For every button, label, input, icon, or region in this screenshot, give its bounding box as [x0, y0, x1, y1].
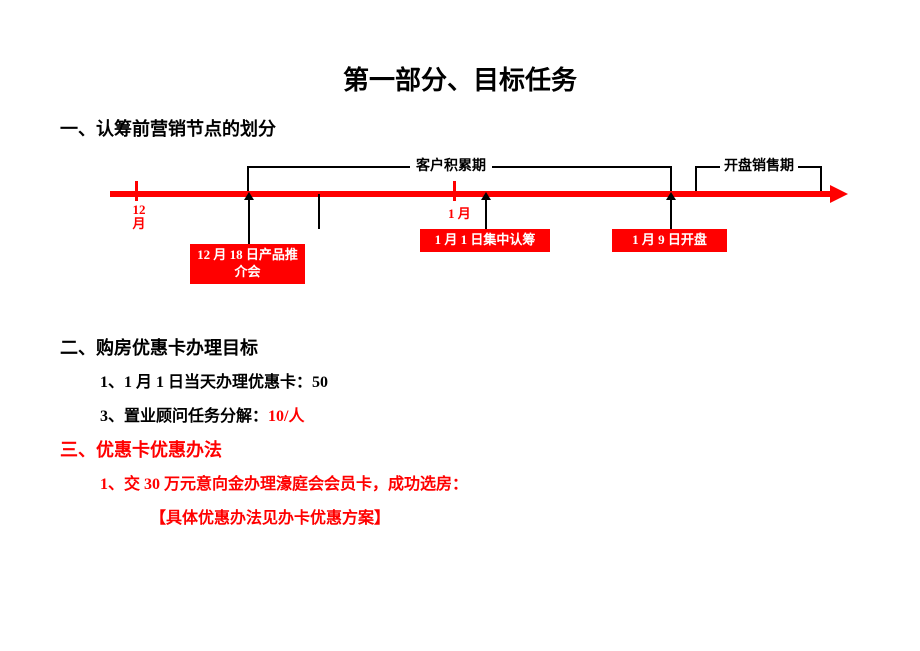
section2-line2: 3、置业顾问任务分解：10/人 — [100, 402, 860, 426]
section3-line2: 【具体优惠办法见办卡优惠方案】 — [150, 504, 860, 528]
arrow-event3 — [670, 194, 672, 229]
bracket1-left — [247, 166, 249, 191]
arrow-extra — [318, 194, 320, 229]
bracket2-label: 开盘销售期 — [720, 155, 798, 175]
timeline-bar — [110, 191, 830, 197]
bracket2-left — [695, 166, 697, 191]
section3-heading: 三、优惠卡优惠办法 — [60, 436, 860, 462]
event-box-1: 12 月 18 日产品推介会 — [190, 244, 305, 284]
page-title: 第一部分、目标任务 — [60, 60, 860, 97]
tick-12 — [135, 181, 138, 201]
arrow-event2 — [485, 194, 487, 229]
timeline-arrowhead — [830, 185, 848, 203]
tick-1-label: 1 月 — [448, 203, 471, 222]
section2-line2-value: 10/人 — [268, 408, 304, 425]
tick-12-label: 12月 — [130, 203, 148, 232]
tick-1 — [453, 181, 456, 201]
event-box-3: 1 月 9 日开盘 — [612, 229, 727, 252]
section1-heading: 一、认筹前营销节点的划分 — [60, 115, 860, 141]
section3-line1: 1、交 30 万元意向金办理濠庭会会员卡，成功选房： — [100, 470, 860, 494]
section2-line1: 1、1 月 1 日当天办理优惠卡：50 — [100, 368, 860, 392]
timeline-diagram: 客户积累期 开盘销售期 12月 1 月 12 月 18 日产品推介会 1 月 1… — [90, 149, 870, 324]
section2-line1-value: 50 — [312, 374, 328, 391]
bracket2-right — [820, 166, 822, 191]
section2-heading: 二、购房优惠卡办理目标 — [60, 334, 860, 360]
arrow-event1 — [248, 194, 250, 244]
event-box-2: 1 月 1 日集中认筹 — [420, 229, 550, 252]
section2-line2-prefix: 3、置业顾问任务分解： — [100, 408, 268, 425]
bracket1-label: 客户积累期 — [410, 155, 492, 175]
section2-line1-prefix: 1、1 月 1 日当天办理优惠卡： — [100, 374, 312, 391]
bracket1-right — [670, 166, 672, 191]
